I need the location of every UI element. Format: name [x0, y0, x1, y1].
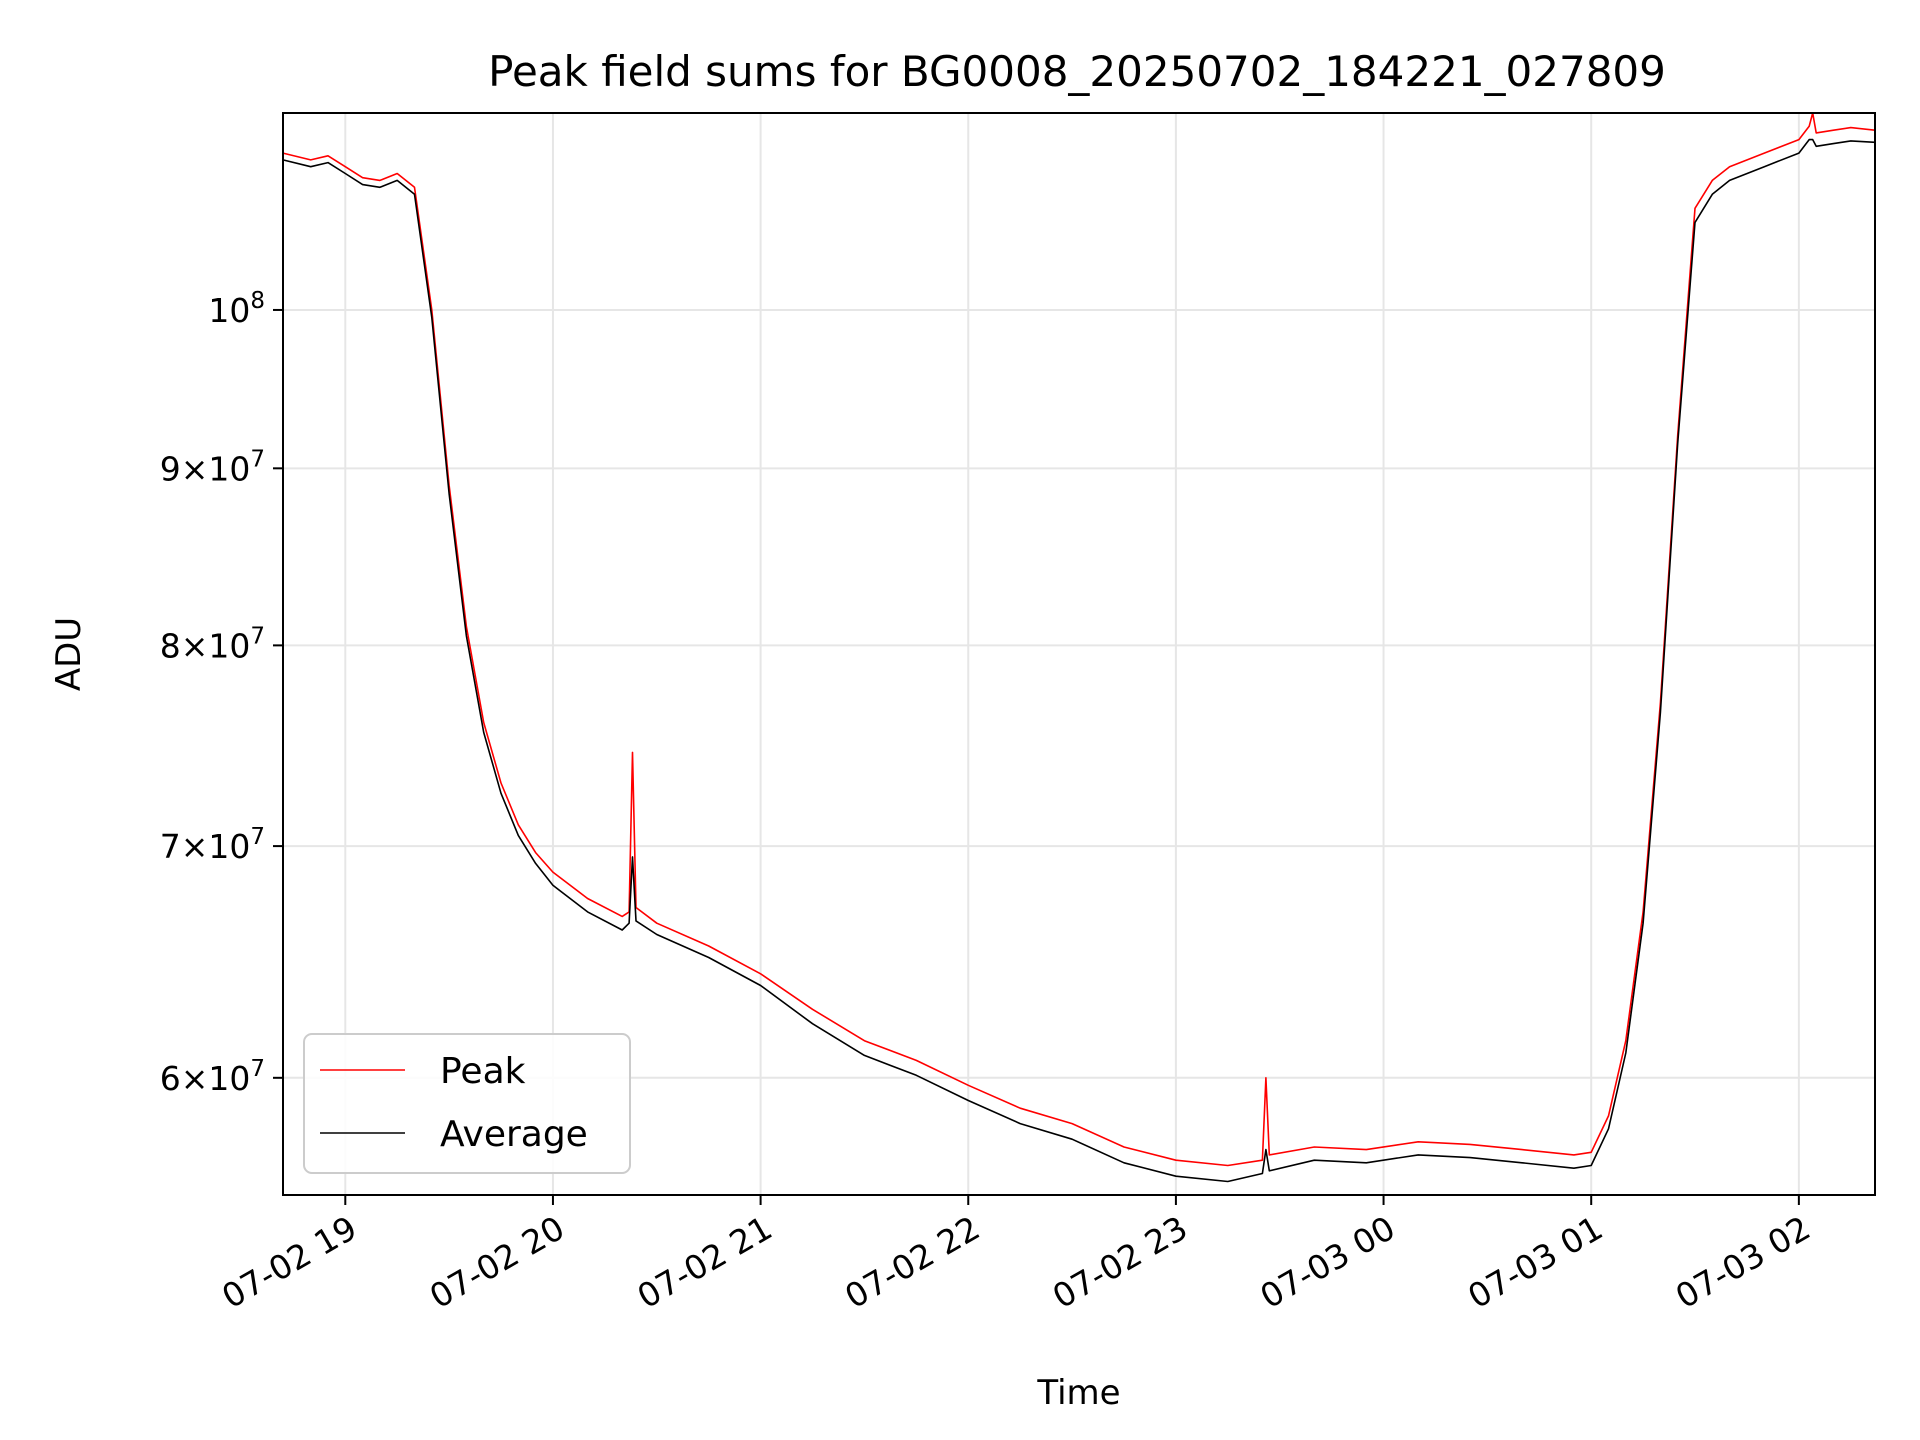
y-tick-label: 7×107	[160, 824, 265, 866]
chart-title: Peak field sums for BG0008_20250702_1842…	[488, 47, 1666, 96]
series-lines	[282, 112, 1876, 1183]
y-tick-label: 6×107	[160, 1056, 265, 1098]
plot-area	[282, 112, 1876, 1196]
legend: Peak Average	[303, 1033, 631, 1174]
series-line-average	[282, 138, 1876, 1183]
legend-box	[303, 1033, 631, 1174]
y-axis-label: ADU	[49, 617, 89, 691]
y-tick-label: 9×107	[160, 446, 265, 488]
y-tick-label: 8×107	[160, 623, 265, 665]
x-axis-label: Time	[1036, 1373, 1120, 1413]
series-line-peak	[282, 112, 1876, 1167]
legend-average-label: Average	[440, 1114, 588, 1155]
legend-peak-label: Peak	[440, 1051, 526, 1092]
y-tick-label: 108	[208, 288, 265, 330]
y-axis-ticks: 6×107 7×107 8×107 9×107 108	[160, 288, 283, 1098]
